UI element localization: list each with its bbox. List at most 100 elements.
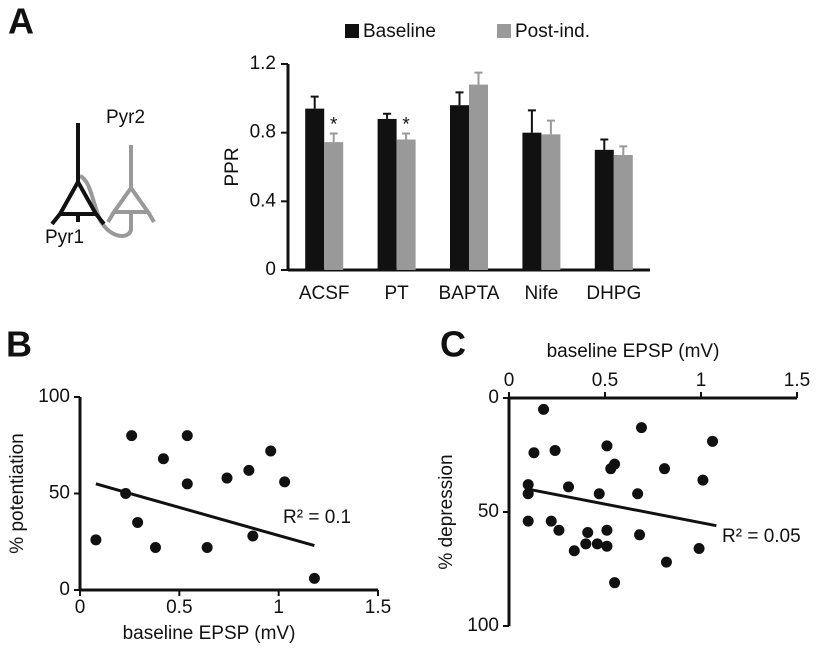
- data-point: [247, 530, 259, 542]
- x-tick-label: 0.5: [592, 370, 618, 391]
- significance-marker: *: [402, 115, 410, 136]
- data-point: [632, 488, 644, 500]
- x-tick-label: 0: [75, 597, 86, 618]
- y-tick-label: 0.8: [250, 122, 276, 143]
- y-tick-label: 0: [488, 387, 499, 408]
- x-tick-label: 0.5: [166, 597, 192, 618]
- legend-swatch: [345, 24, 359, 38]
- data-point: [126, 430, 138, 442]
- pyr2-neuron: [78, 145, 156, 238]
- y-tick-label: 0: [265, 259, 276, 280]
- data-point: [601, 524, 613, 536]
- legend-swatch: [497, 24, 511, 38]
- error-bar: [310, 95, 319, 109]
- trendline-label: R² = 0.05: [722, 526, 801, 547]
- data-point: [545, 515, 557, 527]
- data-point: [265, 445, 277, 457]
- data-point: [157, 453, 169, 465]
- data-point: [693, 542, 705, 554]
- error-bar: [527, 109, 536, 133]
- y-tick-label: 50: [478, 501, 499, 522]
- data-point: [601, 540, 613, 552]
- data-point: [697, 474, 709, 486]
- data-point: [181, 478, 193, 490]
- bar: [450, 105, 469, 270]
- data-point: [522, 479, 534, 491]
- significance-marker: *: [330, 115, 338, 136]
- diagram-label: Pyr2: [106, 107, 145, 128]
- data-point: [660, 556, 672, 568]
- y-tick-label: 0: [59, 579, 70, 600]
- error-bar: [619, 145, 628, 155]
- panel-label: C: [440, 324, 466, 365]
- bar: [377, 118, 397, 270]
- bar: [396, 139, 416, 270]
- bar: [594, 149, 614, 270]
- data-point: [538, 403, 550, 415]
- data-point: [707, 435, 719, 447]
- data-point: [132, 516, 144, 528]
- data-point: [634, 529, 646, 541]
- error-bar: [600, 138, 609, 150]
- data-point: [149, 542, 161, 554]
- y-axis-label: % potentiation: [7, 433, 28, 553]
- data-point: [635, 422, 647, 434]
- panel-label: A: [8, 1, 34, 42]
- data-point: [563, 481, 575, 493]
- error-bar: [402, 132, 411, 140]
- data-point: [528, 447, 540, 459]
- error-bar: [546, 119, 555, 135]
- x-tick-label: PT: [384, 283, 409, 304]
- legend-label: Baseline: [363, 21, 436, 42]
- neuron-diagram: [50, 123, 156, 238]
- x-axis-label: baseline EPSP (mV): [547, 341, 720, 362]
- bar: [324, 142, 344, 270]
- y-tick-label: 0.4: [250, 190, 277, 211]
- x-axis-label: baseline EPSP (mV): [123, 623, 296, 644]
- error-bar: [329, 132, 338, 143]
- x-tick-label: 1.5: [365, 597, 391, 618]
- diagram-label: Pyr1: [45, 227, 84, 248]
- bar: [305, 108, 325, 270]
- trendline-label: R² = 0.1: [283, 507, 351, 528]
- data-point: [609, 577, 621, 589]
- y-axis-label: % depression: [436, 454, 457, 569]
- data-point: [221, 472, 233, 484]
- x-tick-label: BAPTA: [439, 283, 500, 304]
- x-tick-label: 1: [696, 370, 707, 391]
- data-point: [243, 464, 255, 476]
- data-point: [591, 538, 603, 550]
- data-point: [609, 458, 621, 470]
- data-point: [593, 488, 605, 500]
- error-bar: [474, 71, 483, 85]
- pyr1-neuron: [50, 123, 106, 226]
- error-bar: [455, 91, 464, 106]
- data-point: [90, 534, 102, 546]
- panel-label: B: [6, 324, 32, 365]
- data-point: [580, 538, 592, 550]
- y-tick-label: 100: [467, 615, 499, 636]
- y-axis-label: PPR: [222, 147, 243, 186]
- x-tick-label: 0: [504, 370, 515, 391]
- data-point: [601, 440, 613, 452]
- data-point: [308, 572, 320, 584]
- y-tick-label: 50: [49, 483, 70, 504]
- data-point: [201, 542, 213, 554]
- legend-label: Post-ind.: [515, 21, 590, 42]
- x-tick-label: ACSF: [299, 283, 350, 304]
- data-point: [279, 476, 291, 488]
- data-point: [659, 463, 671, 475]
- trendline: [527, 487, 717, 528]
- error-bar: [383, 112, 392, 119]
- trendline: [95, 482, 315, 548]
- bar: [469, 84, 488, 270]
- data-point: [181, 430, 193, 442]
- data-point: [553, 524, 565, 536]
- data-point: [522, 515, 534, 527]
- x-tick-label: 1.5: [784, 370, 810, 391]
- x-tick-label: 1: [273, 597, 284, 618]
- data-point: [568, 545, 580, 557]
- x-tick-label: DHPG: [586, 283, 641, 304]
